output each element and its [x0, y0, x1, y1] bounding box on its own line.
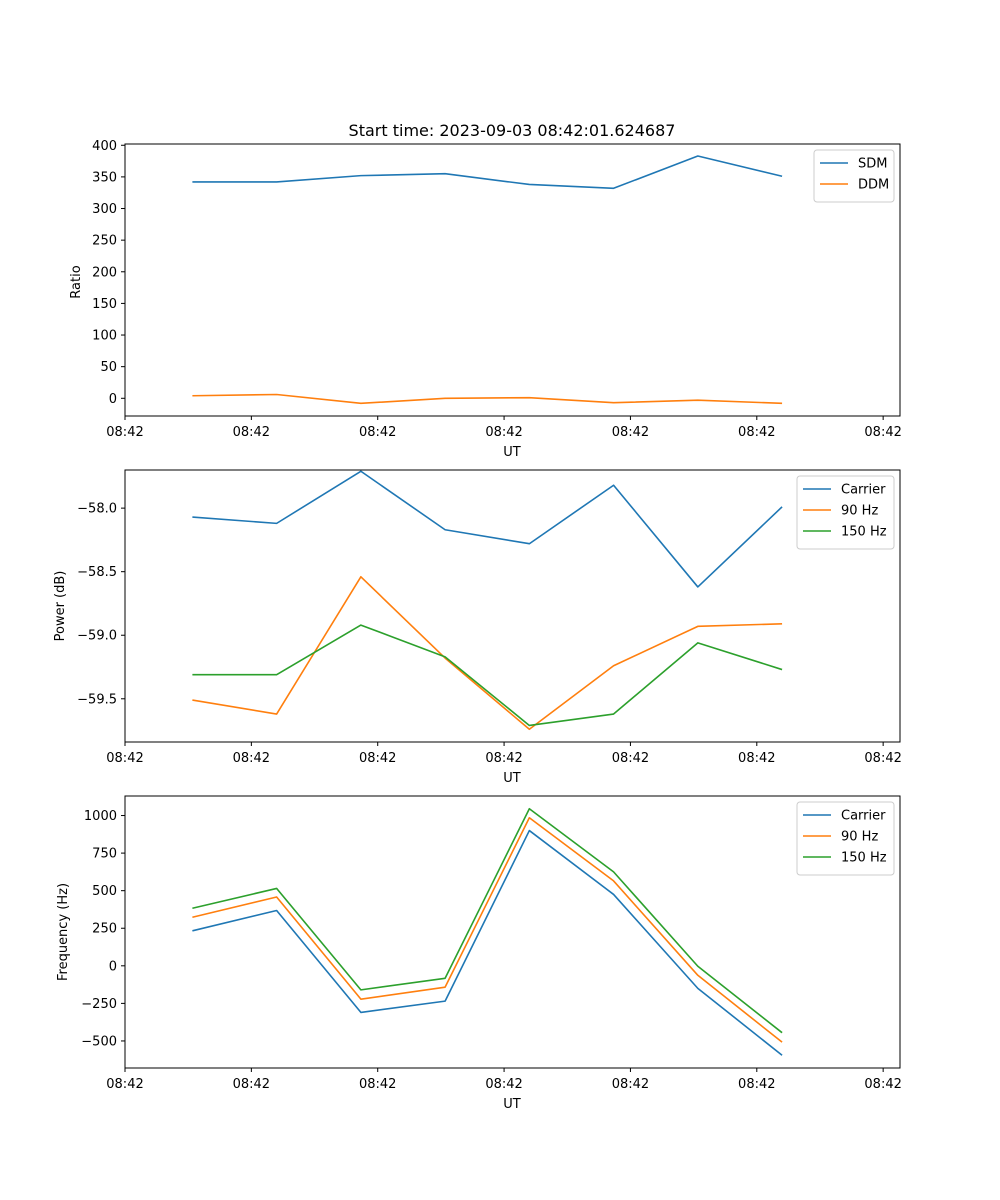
legend: SDM DDM — [813, 149, 895, 203]
y-tick-label: −58.0 — [77, 502, 117, 517]
series-line-ddm — [192, 393, 783, 405]
series-line-90-hz — [192, 816, 783, 1043]
x-axis-label: UT — [503, 445, 521, 460]
y-axis-label: Frequency (Hz) — [56, 883, 71, 981]
y-axis-label: Ratio — [69, 265, 84, 298]
y-tick-label: −250 — [81, 997, 117, 1012]
y-tick-label: 300 — [92, 202, 117, 217]
legend-label: SDM — [858, 157, 887, 172]
y-tick-label: 100 — [92, 329, 117, 344]
x-tick-label: 08:42 — [738, 751, 775, 766]
x-axis-label: UT — [503, 771, 521, 786]
y-tick-label: −59.5 — [77, 692, 117, 707]
y-tick-label: 200 — [92, 265, 117, 280]
x-tick-label: 08:42 — [106, 1077, 143, 1092]
legend: Carrier 90 Hz 150 Hz — [796, 475, 895, 550]
y-tick-label: 1000 — [84, 809, 117, 824]
plot-frame-ratio — [124, 143, 901, 417]
x-tick-label: 08:42 — [738, 425, 775, 440]
legend-label: DDM — [858, 178, 889, 193]
x-tick-label: 08:42 — [233, 751, 270, 766]
y-tick-label: 750 — [92, 847, 117, 862]
x-tick-label: 08:42 — [612, 1077, 649, 1092]
y-tick-label: 350 — [92, 170, 117, 185]
legend-label: Carrier — [841, 483, 886, 498]
y-tick-label: 400 — [92, 139, 117, 154]
x-tick-label: 08:42 — [359, 1077, 396, 1092]
x-tick-label: 08:42 — [612, 425, 649, 440]
x-tick-label: 08:42 — [359, 425, 396, 440]
y-tick-label: −59.0 — [77, 629, 117, 644]
x-tick-label: 08:42 — [864, 1077, 901, 1092]
x-axis-label: UT — [503, 1097, 521, 1112]
legend-label: 90 Hz — [841, 830, 878, 845]
y-tick-label: 250 — [92, 234, 117, 249]
legend-label: 90 Hz — [841, 504, 878, 519]
plot-frame-frequency — [124, 795, 901, 1069]
x-tick-label: 08:42 — [864, 425, 901, 440]
x-tick-label: 08:42 — [485, 1077, 522, 1092]
x-tick-label: 08:42 — [738, 1077, 775, 1092]
chart-title: Start time: 2023-09-03 08:42:01.624687 — [349, 121, 676, 140]
x-tick-label: 08:42 — [864, 751, 901, 766]
legend-label: 150 Hz — [841, 851, 887, 866]
series-line-90-hz — [192, 575, 783, 731]
y-tick-label: 0 — [109, 959, 117, 974]
legend: Carrier 90 Hz 150 Hz — [796, 801, 895, 876]
series-line-sdm — [192, 155, 783, 190]
panel-power: UT Power (dB) 08:42 08:42 08:42 08:42 08:42 0… — [53, 469, 902, 786]
y-tick-label: 0 — [109, 392, 117, 407]
panel-frequency: UT Frequency (Hz) 08:42 08:42 08:42 08:42 08… — [56, 795, 902, 1112]
x-tick-label: 08:42 — [612, 751, 649, 766]
y-tick-label: 50 — [100, 360, 117, 375]
series-line-carrier — [192, 829, 783, 1056]
panel-ratio: UT Ratio 08:42 08:42 08:42 08:42 08:42 08:42 0… — [69, 139, 902, 460]
y-tick-label: 500 — [92, 884, 117, 899]
y-tick-label: −58.5 — [77, 565, 117, 580]
x-tick-label: 08:42 — [359, 751, 396, 766]
series-line-150-hz — [192, 807, 783, 1034]
y-tick-label: 150 — [92, 297, 117, 312]
x-tick-label: 08:42 — [106, 425, 143, 440]
x-tick-label: 08:42 — [485, 751, 522, 766]
series-line-150-hz — [192, 624, 783, 727]
y-tick-label: −500 — [81, 1034, 117, 1049]
legend-label: Carrier — [841, 809, 886, 824]
legend-label: 150 Hz — [841, 525, 887, 540]
y-axis-label: Power (dB) — [53, 571, 68, 642]
x-tick-label: 08:42 — [106, 751, 143, 766]
series-line-carrier — [192, 470, 783, 588]
x-tick-label: 08:42 — [485, 425, 522, 440]
plot-frame-power — [124, 469, 901, 743]
x-tick-label: 08:42 — [233, 425, 270, 440]
x-tick-label: 08:42 — [233, 1077, 270, 1092]
y-tick-label: 250 — [92, 922, 117, 937]
